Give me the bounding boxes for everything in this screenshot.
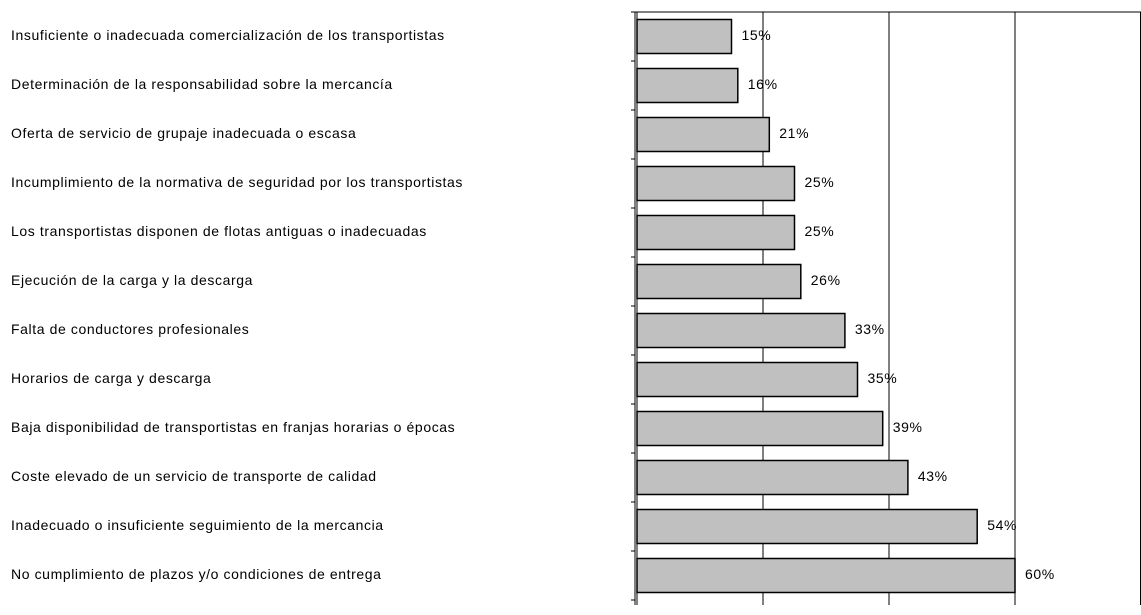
category-label: Los transportistas disponen de flotas an…	[11, 223, 427, 239]
category-label: Incumplimiento de la normativa de seguri…	[11, 174, 463, 190]
category-label: Ejecución de la carga y la descarga	[11, 272, 253, 288]
bar	[636, 263, 802, 300]
value-label: 43%	[918, 468, 948, 484]
bar	[636, 116, 771, 153]
category-label: Baja disponibilidad de transportistas en…	[11, 419, 455, 435]
category-label: Determinación de la responsabilidad sobr…	[11, 76, 393, 92]
category-label: No cumplimiento de plazos y/o condicione…	[11, 566, 382, 582]
category-label: Inadecuado o insuficiente seguimiento de…	[11, 517, 384, 533]
value-label: 33%	[855, 321, 885, 337]
value-label: 25%	[805, 223, 835, 239]
category-label: Falta de conductores profesionales	[11, 321, 249, 337]
category-label: Horarios de carga y descarga	[11, 370, 211, 386]
value-label: 21%	[779, 125, 809, 141]
value-label: 39%	[893, 419, 923, 435]
value-label: 25%	[805, 174, 835, 190]
bar	[636, 18, 733, 55]
bar	[636, 361, 859, 398]
value-label: 54%	[987, 517, 1017, 533]
value-label: 60%	[1025, 566, 1055, 582]
category-label: Oferta de servicio de grupaje inadecuada…	[11, 125, 356, 141]
value-label: 26%	[811, 272, 841, 288]
category-label: Insuficiente o inadecuada comercializaci…	[11, 27, 445, 43]
value-label: 15%	[742, 27, 772, 43]
value-label: 35%	[868, 370, 898, 386]
bar	[636, 312, 846, 349]
bar	[636, 67, 739, 104]
category-label: Coste elevado de un servicio de transpor…	[11, 468, 377, 484]
bar	[636, 165, 796, 202]
bar	[636, 459, 909, 496]
bar	[636, 508, 978, 545]
bar	[636, 410, 884, 447]
bar	[636, 557, 1016, 594]
bar	[636, 214, 796, 251]
value-label: 16%	[748, 76, 778, 92]
